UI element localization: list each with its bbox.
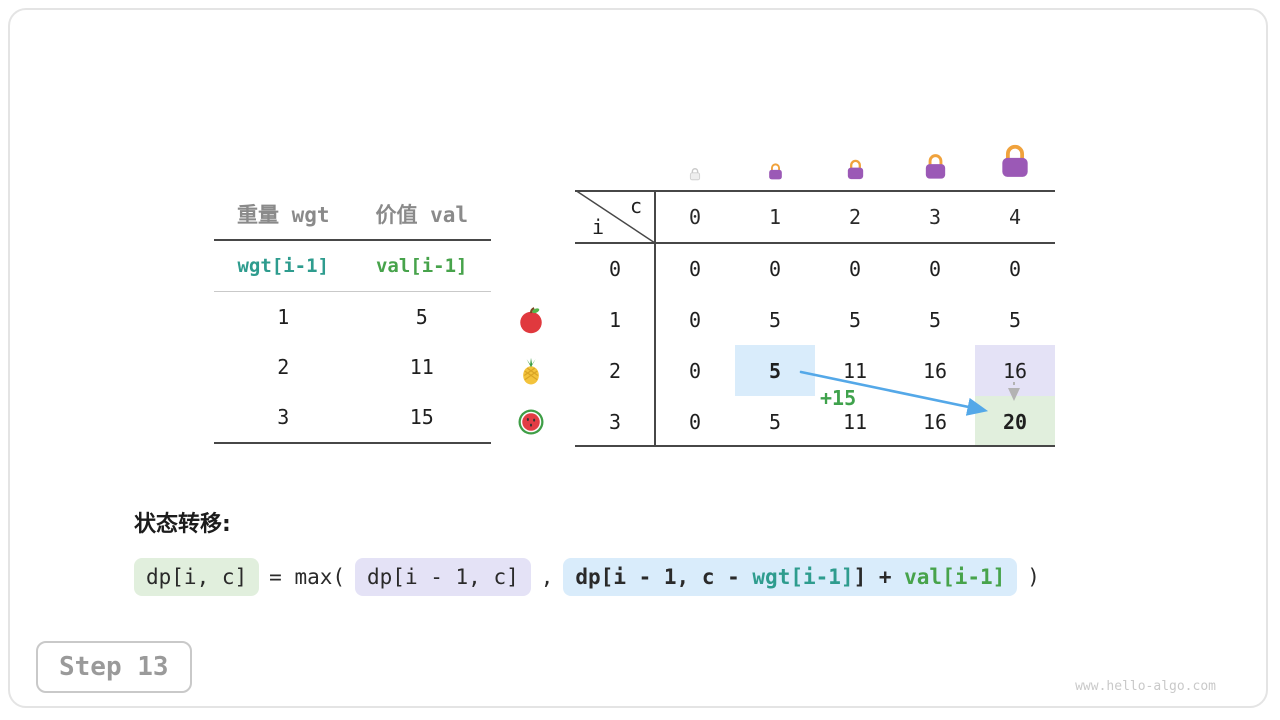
corner-diagonal <box>575 190 655 243</box>
dp-cell-r1-c4: 5 <box>1008 307 1022 332</box>
formula-term2-val: val[i-1] <box>904 565 1006 589</box>
formula-heading: 状态转移: <box>134 512 231 537</box>
dp-cell-r0-c1: 0 <box>768 256 782 281</box>
dp-col-header-3: 3 <box>928 204 942 229</box>
dp-cell-r3-c0: 0 <box>688 409 702 434</box>
dp-corner-cell: i c <box>575 190 655 243</box>
wgt-symbol: wgt[i-1] <box>237 255 329 277</box>
dp-row-axis-label: i <box>592 215 605 239</box>
dp-table-bottom-rule <box>575 445 1055 447</box>
val-symbol: val[i-1] <box>375 255 468 277</box>
watermark: www.hello-algo.com <box>1075 679 1216 694</box>
item-table-header-weight: 重量 wgt <box>236 202 330 227</box>
dp-cell-r0-c4: 0 <box>1008 256 1022 281</box>
transition-value-label: +15 <box>820 386 857 410</box>
bag-icon-capacity-2 <box>844 158 867 181</box>
dp-cell-r1-c0: 0 <box>688 307 702 332</box>
dp-col-header-1: 1 <box>768 204 782 229</box>
dp-table-vertical-rule <box>654 190 656 447</box>
dp-row-label-1: 1 <box>608 307 622 332</box>
item-row-1: 1 5 <box>214 292 491 342</box>
item-wgt-3: 3 <box>277 405 290 429</box>
bag-icon-capacity-4 <box>996 142 1034 180</box>
dp-cell-r0-c2: 0 <box>848 256 862 281</box>
state-transition-formula: dp[i, c] = max( dp[i - 1, c] , dp[i - 1,… <box>134 558 1040 596</box>
dp-cell-r3-c4-highlighted-target: 20 <box>975 396 1055 447</box>
dp-cell-r1-c3: 5 <box>928 307 942 332</box>
dp-col-header-4: 4 <box>1008 204 1022 229</box>
formula-closing: ) <box>1027 565 1040 589</box>
item-val-2: 11 <box>409 355 434 379</box>
formula-term1: dp[i - 1, c] <box>355 558 531 596</box>
divider <box>214 442 491 444</box>
dp-col-header-0: 0 <box>688 204 702 229</box>
dp-col-axis-label: c <box>629 194 642 218</box>
dp-row-label-0: 0 <box>608 256 622 281</box>
pineapple-icon <box>516 356 546 386</box>
item-val-1: 5 <box>415 305 428 329</box>
dp-table-top-rule <box>575 190 1055 192</box>
step-badge: Step 13 <box>36 641 192 693</box>
item-table-header-value: 价值 val <box>375 202 469 227</box>
dp-cell-r1-c2: 5 <box>848 307 862 332</box>
formula-separator: , <box>540 565 554 589</box>
dp-cell-r3-c3: 16 <box>922 409 948 434</box>
bag-icon-capacity-0 <box>688 167 702 181</box>
dp-cell-r2-c3: 16 <box>922 358 948 383</box>
bag-icon-capacity-3 <box>921 152 950 181</box>
item-table-header-row: 重量 wgt 价值 val <box>214 188 491 239</box>
apple-icon <box>516 305 546 335</box>
divider <box>214 239 491 241</box>
formula-term2-wgt: wgt[i-1] <box>752 565 854 589</box>
dp-cell-r0-c0: 0 <box>688 256 702 281</box>
dp-row-label-3: 3 <box>608 409 622 434</box>
dp-cell-r3-c2: 11 <box>842 409 868 434</box>
dp-cell-r2-c4-highlighted-above: 16 <box>975 345 1055 396</box>
dp-row-label-2: 2 <box>608 358 622 383</box>
item-wgt-2: 2 <box>277 355 290 379</box>
formula-term2-mid: ] + <box>853 565 905 589</box>
watermelon-icon <box>516 407 546 437</box>
dp-cell-r2-c0: 0 <box>688 358 702 383</box>
formula-term2-prefix: dp[i - 1, c - <box>575 565 753 589</box>
dp-cell-r1-c1: 5 <box>768 307 782 332</box>
item-table-symbol-row: wgt[i-1] val[i-1] <box>214 241 491 291</box>
formula-lhs: dp[i, c] <box>134 558 260 596</box>
item-val-3: 15 <box>409 405 434 429</box>
dp-table: i c 0 1 2 3 4 0 0 0 0 0 0 1 0 5 5 5 5 2 … <box>575 190 1055 447</box>
formula-term2: dp[i - 1, c - wgt[i-1]] + val[i-1] <box>563 558 1018 596</box>
item-row-3: 3 15 <box>214 392 491 442</box>
bag-icon-capacity-1 <box>766 162 785 181</box>
dp-cell-r0-c3: 0 <box>928 256 942 281</box>
dp-cell-r3-c1: 5 <box>768 409 782 434</box>
item-table: 重量 wgt 价值 val wgt[i-1] val[i-1] 1 5 2 11… <box>214 188 491 444</box>
dp-cell-r2-c1-highlighted-source: 5 <box>735 345 815 396</box>
item-wgt-1: 1 <box>277 305 290 329</box>
dp-col-header-2: 2 <box>848 204 862 229</box>
divider <box>214 291 491 292</box>
formula-equals-max: = max( <box>269 565 346 589</box>
dp-table-header-rule <box>575 242 1055 244</box>
item-row-2: 2 11 <box>214 342 491 392</box>
